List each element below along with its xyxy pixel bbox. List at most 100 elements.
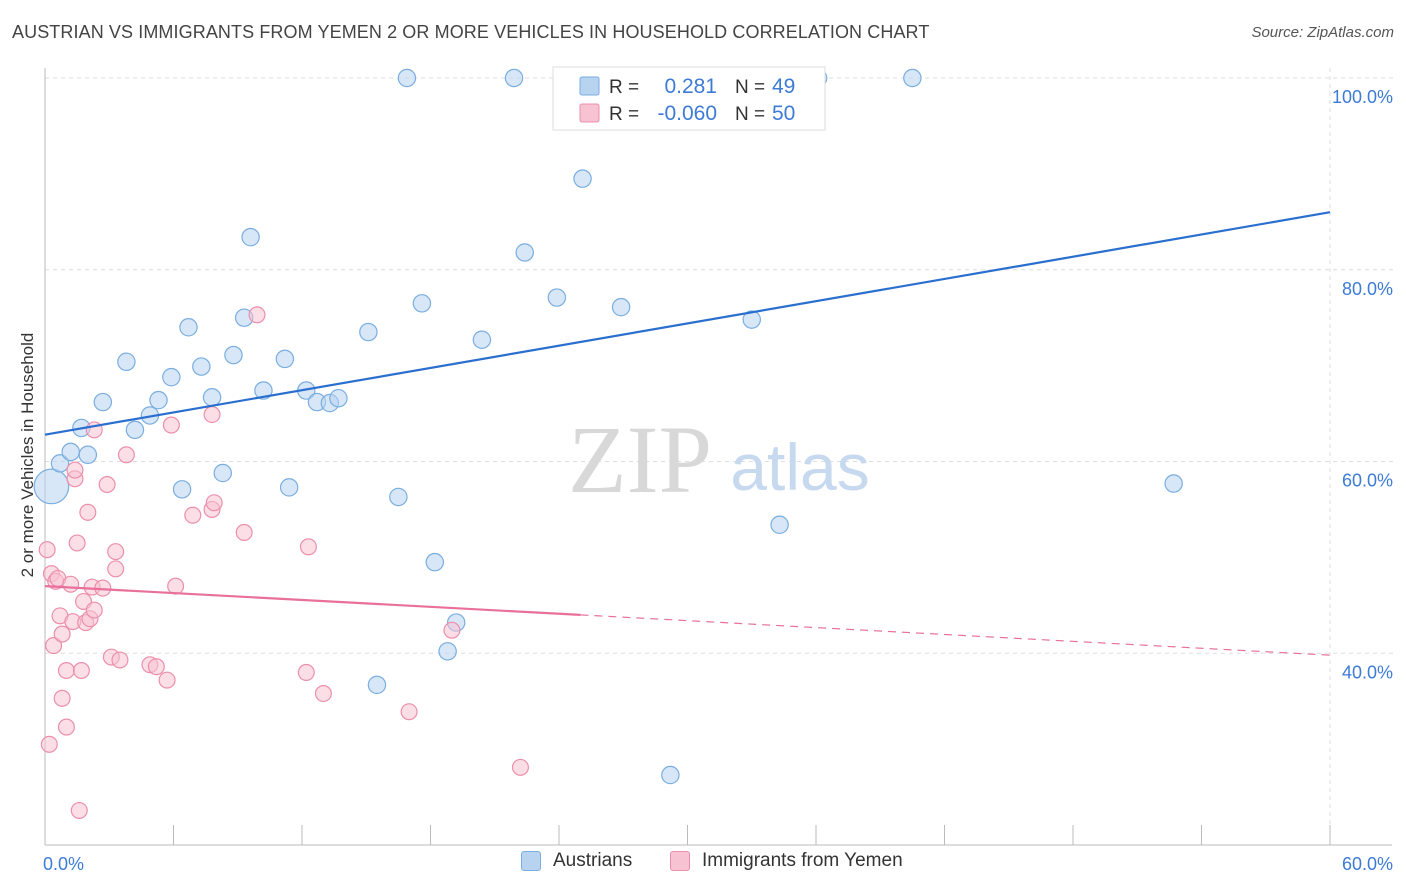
austrians-point: [515, 243, 534, 262]
yemen-point: [70, 801, 88, 820]
austrians-swatch: [521, 851, 541, 871]
legend-item-yemen: Immigrants from Yemen: [670, 850, 903, 872]
y-axis-label: 2 or more Vehicles in Household: [18, 332, 37, 578]
yemen-point: [443, 621, 461, 639]
yemen-point: [117, 446, 135, 464]
yemen-point: [45, 637, 63, 655]
watermark-atlas: atlas: [730, 430, 869, 504]
legend-r-value-pink: -0.060: [657, 102, 717, 125]
yemen-point: [158, 671, 176, 689]
yemen-point: [57, 661, 75, 680]
legend-n-value-blue: 49: [772, 75, 795, 98]
austrians-point: [50, 454, 70, 473]
legend-swatch-pink: [579, 103, 600, 123]
y-tick-label: 80.0%: [1342, 279, 1393, 299]
yemen-point: [184, 506, 202, 524]
austrians-point: [202, 388, 222, 407]
yemen-trend-line-dashed: [580, 614, 1331, 656]
austrians-point: [547, 288, 567, 307]
yemen-point: [85, 601, 103, 619]
austrians-point: [1164, 474, 1183, 493]
yemen-point: [98, 475, 116, 494]
bottom-legend: Austrians Immigrants from Yemen: [0, 850, 1406, 880]
austrians-point: [254, 381, 273, 400]
yemen-point: [57, 718, 75, 736]
austrians-point: [611, 297, 631, 317]
austrians-point: [149, 390, 168, 410]
yemen-point: [62, 575, 80, 593]
legend-label-yemen: Immigrants from Yemen: [702, 850, 903, 871]
yemen-point: [40, 735, 58, 753]
yemen-point: [299, 538, 317, 556]
austrians-point: [33, 468, 70, 505]
austrians-point: [241, 227, 260, 247]
austrians-point: [61, 442, 80, 462]
austrians-point: [438, 642, 457, 661]
yemen-point: [66, 461, 84, 479]
legend-r-value-blue: 0.281: [664, 75, 717, 98]
y-tick-label: 100.0%: [1332, 87, 1393, 107]
yemen-point: [248, 306, 266, 324]
watermark: ZIP atlas: [568, 406, 870, 513]
chart-title: AUSTRIAN VS IMMIGRANTS FROM YEMEN 2 OR M…: [12, 22, 930, 42]
yemen-point: [147, 658, 165, 676]
austrians-point: [425, 552, 445, 572]
yemen-point: [162, 416, 180, 434]
austrians-point: [359, 322, 378, 342]
austrians-point: [125, 420, 145, 440]
source-label: Source: ZipAtlas.com: [1251, 24, 1394, 41]
austrians-point: [213, 463, 232, 483]
yemen-point: [68, 534, 86, 552]
austrians-point: [162, 367, 181, 387]
legend-label-austrians: Austrians: [553, 850, 633, 871]
austrians-point: [93, 392, 113, 412]
yemen-point: [167, 577, 185, 595]
yemen-point: [79, 503, 97, 521]
yemen-point: [53, 625, 71, 643]
trend-layer: [44, 211, 1331, 656]
austrians-point: [397, 68, 417, 88]
yemen-point: [111, 651, 129, 669]
yemen-point: [107, 560, 125, 578]
austrians-point: [367, 675, 387, 695]
yemen-point: [314, 684, 332, 703]
yemen-point: [72, 661, 90, 680]
yemen-swatch: [670, 851, 690, 871]
legend-n-label-blue: N =: [735, 77, 765, 98]
yemen-point: [400, 703, 418, 721]
yemen-trend-line: [44, 585, 581, 616]
grid-layer: [45, 68, 1395, 845]
austrians-point: [389, 487, 408, 507]
austrians-point: [903, 68, 922, 88]
y-tick-label: 40.0%: [1342, 662, 1393, 682]
legend-r-label-blue: R =: [609, 77, 639, 98]
legend-box: R = 0.281 N = 49 R = -0.060 N = 50: [552, 66, 826, 131]
austrians-point: [224, 345, 243, 365]
austrians-point: [504, 68, 524, 88]
austrians-point: [661, 765, 680, 785]
yemen-point: [38, 541, 56, 559]
austrians-point: [275, 349, 295, 369]
austrians-point: [78, 445, 98, 465]
yemen-point: [203, 406, 221, 424]
austrians-point: [192, 357, 211, 376]
axis-layer: 40.0% 60.0% 80.0% 100.0% 0.0% 60.0%: [43, 68, 1393, 874]
yemen-point: [235, 523, 253, 541]
legend-r-label-pink: R =: [609, 104, 639, 125]
yemen-point: [297, 663, 315, 681]
legend-item-austrians: Austrians: [521, 850, 632, 872]
austrians-point: [770, 515, 789, 535]
legend-n-value-pink: 50: [772, 102, 795, 125]
austrians-point: [172, 480, 192, 499]
austrians-point: [573, 169, 592, 188]
austrians-trend-line: [44, 211, 1331, 436]
yemen-point: [205, 494, 223, 512]
yemen-point: [107, 543, 125, 561]
yemen-point: [53, 689, 71, 707]
austrians-point: [117, 352, 136, 372]
austrians-point: [742, 310, 761, 329]
y-tick-label: 60.0%: [1342, 471, 1393, 491]
austrians-point: [179, 318, 198, 337]
austrians-point: [412, 294, 432, 313]
